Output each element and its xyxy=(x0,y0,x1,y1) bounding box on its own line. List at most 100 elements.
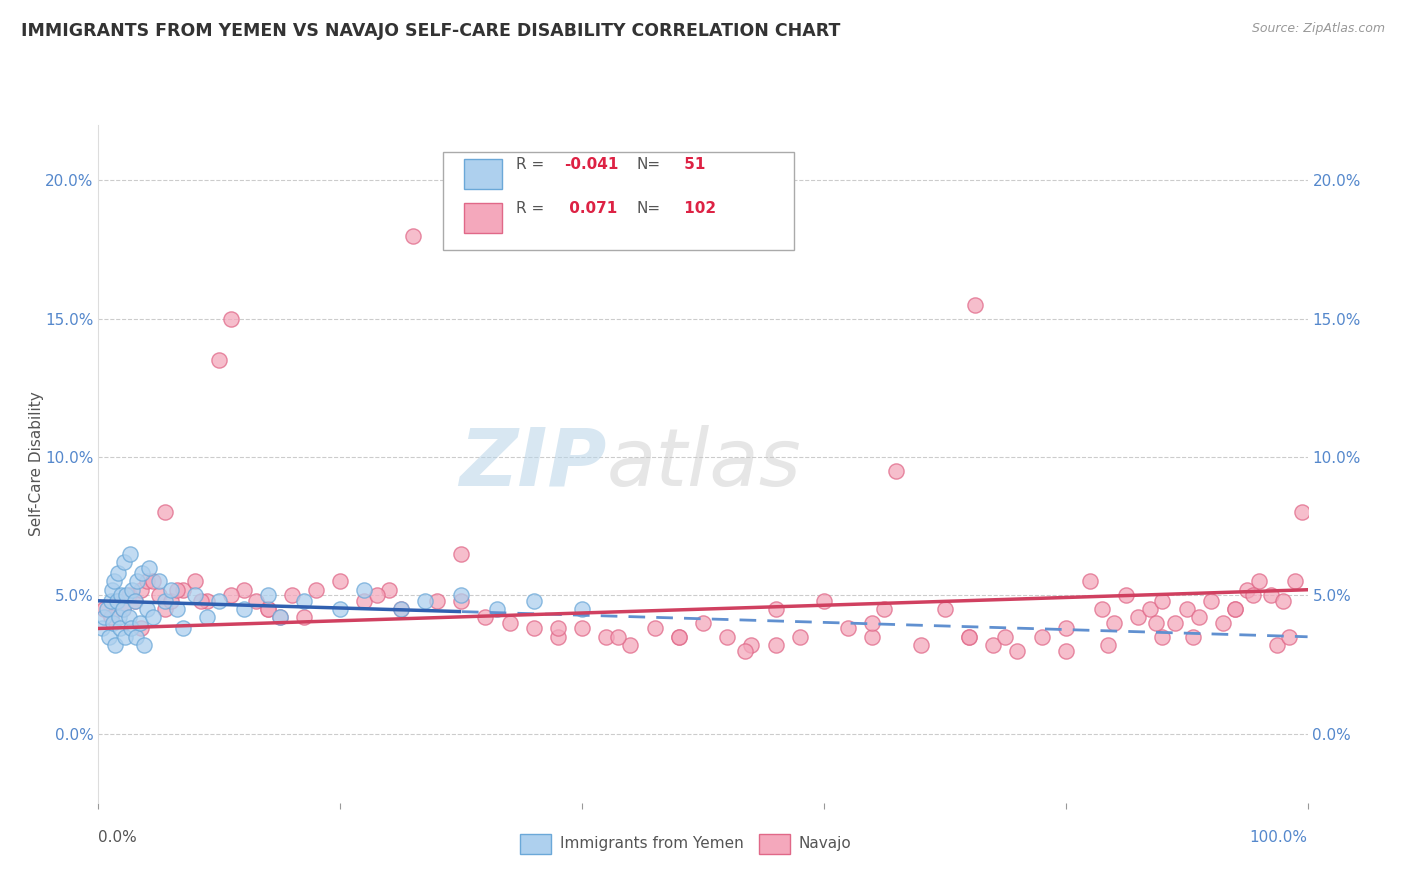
Point xyxy=(104,638,127,652)
Point xyxy=(1091,602,1114,616)
Point xyxy=(1031,630,1053,644)
Point xyxy=(957,630,980,644)
Point xyxy=(353,582,375,597)
Point xyxy=(190,594,212,608)
Point xyxy=(101,615,124,630)
Point xyxy=(96,602,118,616)
FancyBboxPatch shape xyxy=(464,160,502,188)
Point xyxy=(221,588,243,602)
Point xyxy=(547,622,569,636)
Point xyxy=(111,602,134,616)
Point xyxy=(1163,615,1185,630)
Point xyxy=(1199,594,1222,608)
Point xyxy=(957,630,980,644)
Point xyxy=(110,588,132,602)
Point xyxy=(668,630,690,644)
Point xyxy=(886,464,908,478)
Point xyxy=(129,622,152,636)
Text: IMMIGRANTS FROM YEMEN VS NAVAJO SELF-CARE DISABILITY CORRELATION CHART: IMMIGRANTS FROM YEMEN VS NAVAJO SELF-CAR… xyxy=(21,22,841,40)
Point xyxy=(1278,630,1301,644)
Point xyxy=(103,574,125,589)
Text: -0.041: -0.041 xyxy=(564,157,619,171)
Point xyxy=(523,594,546,608)
Point xyxy=(1260,588,1282,602)
Point xyxy=(1128,610,1150,624)
Point xyxy=(269,610,291,624)
Point xyxy=(166,602,188,616)
Point xyxy=(366,588,388,602)
Point xyxy=(105,594,128,608)
Point xyxy=(607,630,630,644)
Point xyxy=(232,602,254,616)
FancyBboxPatch shape xyxy=(443,152,793,251)
Point xyxy=(166,582,188,597)
Text: R =: R = xyxy=(516,201,544,216)
Point xyxy=(765,602,787,616)
Point xyxy=(105,594,128,608)
Point xyxy=(1054,643,1077,657)
Point xyxy=(131,566,153,581)
Text: 102: 102 xyxy=(679,201,716,216)
Point xyxy=(129,582,152,597)
Point xyxy=(1284,574,1306,589)
Text: Navajo: Navajo xyxy=(799,837,852,851)
Point xyxy=(329,574,352,589)
Point xyxy=(426,594,449,608)
Point xyxy=(121,582,143,597)
Point xyxy=(994,630,1017,644)
Point xyxy=(668,630,690,644)
Point xyxy=(153,602,176,616)
Point xyxy=(93,602,115,616)
Point xyxy=(138,560,160,574)
Text: N=: N= xyxy=(637,157,661,171)
Point xyxy=(1097,638,1119,652)
Point xyxy=(195,594,218,608)
Point xyxy=(1188,610,1211,624)
Point xyxy=(100,582,122,597)
Point xyxy=(111,602,134,616)
Point xyxy=(107,566,129,581)
Point xyxy=(120,622,142,636)
Point xyxy=(860,630,883,644)
Point xyxy=(1272,594,1295,608)
Point xyxy=(1152,630,1174,644)
Point xyxy=(93,610,115,624)
Point xyxy=(486,602,509,616)
Point xyxy=(1007,643,1029,657)
Point xyxy=(118,610,141,624)
Point xyxy=(221,311,243,326)
Point xyxy=(1054,622,1077,636)
Text: 0.0%: 0.0% xyxy=(98,830,138,845)
Point xyxy=(1241,588,1264,602)
Text: 0.071: 0.071 xyxy=(564,201,617,216)
Point xyxy=(98,630,121,644)
Point xyxy=(389,602,412,616)
Point xyxy=(108,610,131,624)
Point xyxy=(981,638,1004,652)
Point xyxy=(837,622,859,636)
Point xyxy=(108,622,131,636)
Point xyxy=(172,622,194,636)
Point xyxy=(256,602,278,616)
Point xyxy=(1236,582,1258,597)
Point xyxy=(789,630,811,644)
Point xyxy=(1139,602,1161,616)
Point xyxy=(1146,615,1168,630)
Point xyxy=(910,638,932,652)
Point xyxy=(208,353,231,368)
Point xyxy=(740,638,762,652)
Point xyxy=(474,610,496,624)
Point xyxy=(571,602,593,616)
Point xyxy=(934,602,956,616)
Point xyxy=(114,630,136,644)
Point xyxy=(450,547,472,561)
Point xyxy=(619,638,641,652)
Y-axis label: Self-Care Disability: Self-Care Disability xyxy=(30,392,45,536)
Point xyxy=(135,602,157,616)
Point xyxy=(125,630,148,644)
Point xyxy=(450,588,472,602)
Point xyxy=(124,594,146,608)
Point xyxy=(860,615,883,630)
Point xyxy=(269,610,291,624)
Text: 51: 51 xyxy=(679,157,706,171)
